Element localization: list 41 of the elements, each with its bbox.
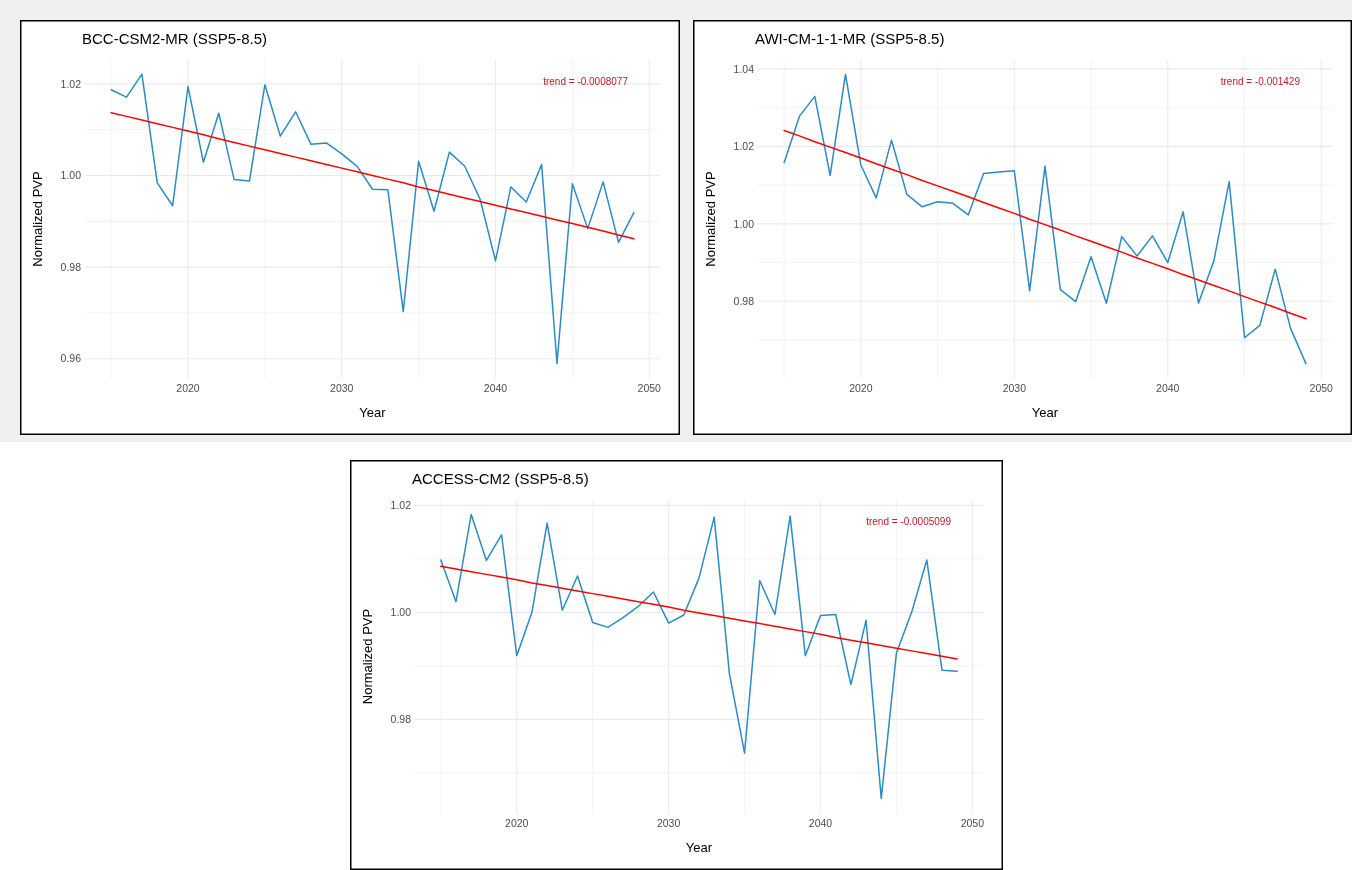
x-tick-label: 2040 — [808, 817, 833, 829]
x-tick-label: 2030 — [330, 382, 354, 394]
y-tick-label: 1.00 — [733, 217, 755, 230]
x-tick-label: 2030 — [1002, 382, 1027, 394]
annotation: trend = -0.0005099 — [866, 516, 952, 527]
y-tick-label: 1.02 — [390, 499, 412, 512]
annotation: trend = -0.0008077 — [543, 76, 629, 87]
y-tick-label: 1.00 — [390, 606, 412, 619]
y-tick-label: 1.02 — [60, 77, 82, 90]
line-series — [110, 73, 635, 365]
x-tick-label: 2020 — [849, 382, 873, 394]
y-tick-label: 1.04 — [733, 62, 755, 75]
line-series — [440, 513, 958, 800]
x-tick-label: 2050 — [637, 382, 662, 394]
x-axis-title: Year — [685, 840, 713, 855]
x-tick-label: 2030 — [656, 817, 681, 829]
x-tick-label: 2020 — [505, 817, 529, 829]
chart-title: AWI-CM-1-1-MR (SSP5-8.5) — [755, 30, 945, 47]
line-series — [783, 129, 1307, 320]
y-axis-title: Normalized PVP — [360, 608, 375, 705]
x-axis-title: Year — [359, 405, 387, 420]
x-axis-title: Year — [1031, 405, 1059, 420]
x-tick-label: 2020 — [176, 382, 200, 394]
chart-title: BCC-CSM2-MR (SSP5-8.5) — [82, 30, 268, 47]
y-tick-label: 0.96 — [60, 352, 82, 365]
chart-title: ACCESS-CM2 (SSP5-8.5) — [412, 470, 589, 487]
x-tick-label: 2040 — [483, 382, 508, 394]
line-series — [110, 111, 635, 240]
y-axis-title: Normalized PVP — [30, 171, 45, 267]
y-tick-label: 1.02 — [733, 140, 755, 153]
y-tick-label: 0.98 — [60, 260, 82, 273]
y-tick-label: 0.98 — [733, 294, 755, 307]
x-tick-label: 2040 — [1156, 382, 1180, 394]
y-axis-title: Normalized PVP — [703, 171, 718, 267]
x-tick-label: 2050 — [1309, 382, 1334, 394]
y-tick-label: 1.00 — [60, 169, 82, 182]
line-series — [440, 565, 958, 660]
annotation: trend = -0.001429 — [1220, 76, 1301, 87]
x-tick-label: 2050 — [960, 817, 985, 829]
y-tick-label: 0.98 — [390, 713, 412, 726]
line-series — [783, 73, 1307, 365]
